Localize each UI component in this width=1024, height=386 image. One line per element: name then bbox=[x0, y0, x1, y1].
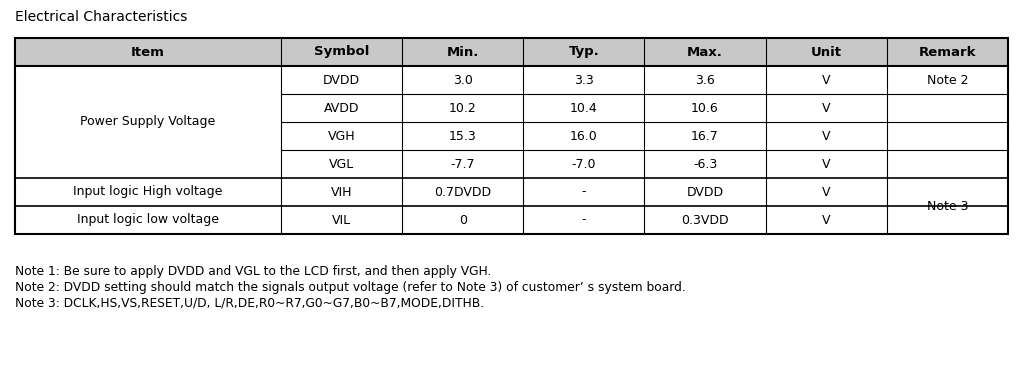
Text: Unit: Unit bbox=[811, 46, 842, 59]
Text: 0: 0 bbox=[459, 213, 467, 227]
Text: 16.0: 16.0 bbox=[570, 129, 598, 142]
Text: 10.6: 10.6 bbox=[691, 102, 719, 115]
Bar bbox=[15, 150, 1008, 178]
Text: Note 3: DCLK,HS,VS,RESET,U/D, L/R,DE,R0~R7,G0~G7,B0~B7,MODE,DITHB.: Note 3: DCLK,HS,VS,RESET,U/D, L/R,DE,R0~… bbox=[15, 297, 484, 310]
Text: Min.: Min. bbox=[446, 46, 479, 59]
Text: VGL: VGL bbox=[329, 157, 354, 171]
Text: Note 2: DVDD setting should match the signals output voltage (refer to Note 3) o: Note 2: DVDD setting should match the si… bbox=[15, 281, 686, 294]
Text: 3.0: 3.0 bbox=[453, 73, 473, 86]
Text: Input logic low voltage: Input logic low voltage bbox=[77, 213, 219, 227]
Text: Note 2: Note 2 bbox=[927, 73, 968, 86]
Bar bbox=[15, 94, 1008, 122]
Text: Note 1: Be sure to apply DVDD and VGL to the LCD first, and then apply VGH.: Note 1: Be sure to apply DVDD and VGL to… bbox=[15, 265, 492, 278]
Text: -7.0: -7.0 bbox=[571, 157, 596, 171]
Text: VIH: VIH bbox=[331, 186, 352, 198]
Text: Max.: Max. bbox=[687, 46, 723, 59]
Text: V: V bbox=[822, 157, 830, 171]
Text: 10.4: 10.4 bbox=[570, 102, 598, 115]
Text: Note 3: Note 3 bbox=[927, 200, 968, 213]
Text: Typ.: Typ. bbox=[568, 46, 599, 59]
Text: Symbol: Symbol bbox=[313, 46, 370, 59]
Text: Remark: Remark bbox=[919, 46, 976, 59]
Text: -6.3: -6.3 bbox=[693, 157, 717, 171]
Text: DVDD: DVDD bbox=[323, 73, 360, 86]
Text: -7.7: -7.7 bbox=[451, 157, 475, 171]
Bar bbox=[15, 206, 1008, 234]
Text: VGH: VGH bbox=[328, 129, 355, 142]
Text: -: - bbox=[582, 186, 586, 198]
Text: 16.7: 16.7 bbox=[691, 129, 719, 142]
Bar bbox=[15, 38, 1008, 234]
Text: -: - bbox=[582, 213, 586, 227]
Text: Input logic High voltage: Input logic High voltage bbox=[74, 186, 222, 198]
Text: 0.7DVDD: 0.7DVDD bbox=[434, 186, 492, 198]
Bar bbox=[15, 178, 1008, 206]
Text: V: V bbox=[822, 102, 830, 115]
Text: V: V bbox=[822, 73, 830, 86]
Text: VIL: VIL bbox=[332, 213, 351, 227]
Text: Power Supply Voltage: Power Supply Voltage bbox=[80, 115, 216, 129]
Text: Electrical Characteristics: Electrical Characteristics bbox=[15, 10, 187, 24]
Text: Item: Item bbox=[131, 46, 165, 59]
Text: 3.3: 3.3 bbox=[574, 73, 594, 86]
Bar bbox=[15, 66, 1008, 94]
Text: 10.2: 10.2 bbox=[449, 102, 476, 115]
Text: 0.3VDD: 0.3VDD bbox=[681, 213, 729, 227]
Bar bbox=[15, 38, 1008, 66]
Text: 3.6: 3.6 bbox=[695, 73, 715, 86]
Bar bbox=[15, 122, 1008, 150]
Text: 15.3: 15.3 bbox=[449, 129, 476, 142]
Text: V: V bbox=[822, 213, 830, 227]
Text: V: V bbox=[822, 129, 830, 142]
Text: DVDD: DVDD bbox=[686, 186, 724, 198]
Text: AVDD: AVDD bbox=[324, 102, 359, 115]
Text: V: V bbox=[822, 186, 830, 198]
